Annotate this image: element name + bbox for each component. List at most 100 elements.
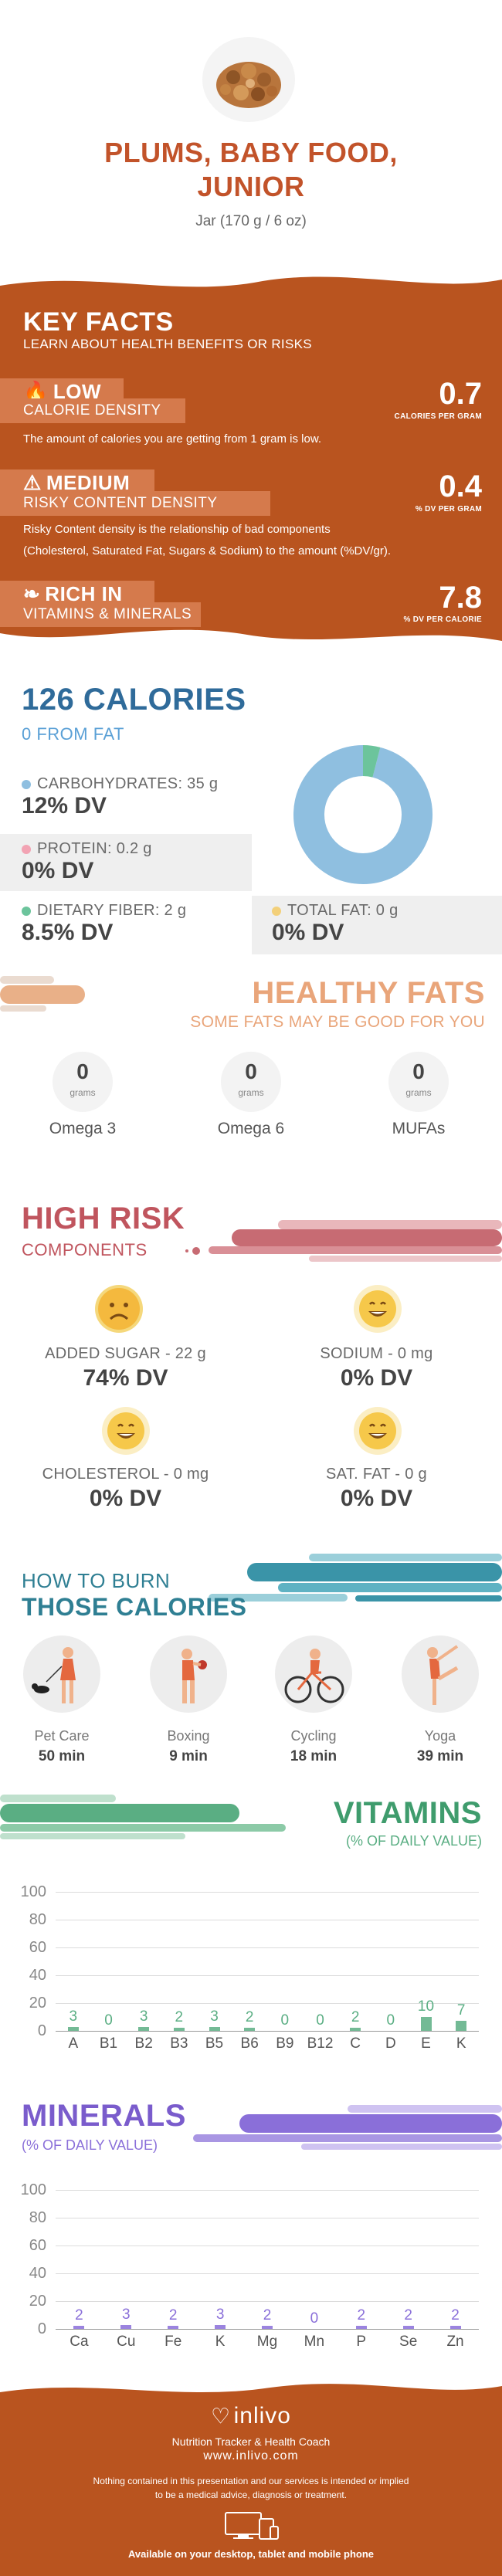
cycling-circle	[275, 1635, 352, 1713]
vitamin-value-label: 7	[456, 2002, 466, 2019]
vitamin-gridline	[56, 1947, 479, 1948]
serving-size: Jar (170 g / 6 oz)	[195, 213, 307, 229]
mineral-bar	[355, 2326, 367, 2329]
mineral-category-label: Mn	[304, 2334, 325, 2350]
mineral-ytick-label: 20	[29, 2293, 46, 2310]
high-risk-title: HIGH RISK	[22, 1202, 185, 1235]
leaf-icon: ❧	[23, 581, 41, 605]
donut-fiber-slice	[362, 745, 381, 778]
vitamin-value-label: 2	[351, 2009, 360, 2026]
sat-fat-label: SAT. FAT - 0 g	[326, 1466, 427, 1483]
omega3-name: Omega 3	[49, 1120, 117, 1137]
protein-dv: 0% DV	[22, 858, 94, 883]
mineral-bar	[168, 2326, 179, 2329]
vitamin-bar	[420, 2017, 432, 2031]
mineral-value-label: 0	[310, 2310, 319, 2327]
vitamin-value-label: 3	[210, 2008, 219, 2025]
healthy-fats-subtitle: SOME FATS MAY BE GOOD FOR YOU	[190, 1013, 485, 1031]
added-sugar-dv: 74% DV	[83, 1365, 168, 1391]
yoga-circle	[402, 1635, 479, 1713]
rich-level: RICH IN	[45, 581, 123, 605]
yoga-minutes: 39 min	[416, 1748, 464, 1764]
disclaimer-line-1: Nothing contained in this presentation a…	[93, 2476, 409, 2486]
risky-desc-line-2: (Cholesterol, Saturated Fat, Sugars & So…	[23, 544, 392, 558]
fiber-label: DIETARY FIBER: 2 g	[37, 902, 187, 919]
carbs-dv: 12% DV	[22, 793, 107, 819]
footer-logo: ♡ inlivo	[0, 2403, 502, 2429]
mineral-value-label: 2	[357, 2307, 366, 2324]
vitamin-gridline	[56, 2003, 479, 2004]
sodium-face	[354, 1285, 402, 1333]
devices-icon	[225, 2512, 279, 2540]
rich-value: 7.8	[439, 581, 482, 615]
mineral-value-label: 3	[122, 2306, 131, 2323]
footer-url[interactable]: www.inlivo.com	[203, 2449, 299, 2462]
mineral-bar	[449, 2326, 461, 2329]
footer-disclaimer: Nothing contained in this presentation a…	[0, 2474, 502, 2502]
vitamin-category-label: B6	[240, 2035, 259, 2052]
fat-dv: 0% DV	[272, 920, 344, 945]
omega3-circle	[53, 1052, 113, 1112]
risky-density-unit: % DV PER GRAM	[415, 505, 482, 514]
mineral-bar	[262, 2326, 273, 2329]
vitamin-value-label: 3	[139, 2008, 148, 2025]
cycling-label: Cycling	[290, 1728, 337, 1744]
vitamin-category-label: B12	[307, 2035, 334, 2052]
vitamins-deco	[0, 1795, 286, 1839]
calorie-density-desc: The amount of calories you are getting f…	[23, 432, 322, 446]
protein-box	[0, 834, 252, 891]
risky-density-desc: Risky Content density is the relationshi…	[23, 519, 391, 562]
vitamin-ytick-label: 20	[29, 1995, 46, 2012]
from-fat: 0 FROM FAT	[22, 724, 124, 744]
key-facts-background	[0, 276, 502, 641]
mineral-gridline	[56, 2301, 479, 2302]
footer-background	[0, 2384, 502, 2576]
mineral-value-label: 2	[451, 2307, 460, 2324]
healthy-fats-deco	[0, 976, 85, 1012]
high-risk-subtitle: COMPONENTS	[22, 1240, 148, 1259]
cholesterol-dv: 0% DV	[89, 1486, 162, 1511]
carbs-dot-icon	[22, 779, 31, 789]
boxing-circle	[150, 1635, 227, 1713]
sodium-dv: 0% DV	[340, 1365, 413, 1391]
high-risk-deco	[185, 1220, 502, 1262]
mineral-bar	[215, 2324, 226, 2329]
mineral-ytick-label: 40	[29, 2265, 46, 2282]
fiber-dot-icon	[22, 906, 31, 916]
boxing-icon	[181, 1649, 207, 1703]
pet-care-minutes: 50 min	[38, 1748, 86, 1764]
vitamins-subtitle: (% OF DAILY VALUE)	[345, 1833, 482, 1849]
omega6-unit: grams	[238, 1087, 264, 1098]
omega3-value: 0	[76, 1059, 89, 1083]
mineral-category-label: Zn	[446, 2334, 464, 2350]
vitamin-ytick-label: 60	[29, 1939, 46, 1956]
burn-title-line-1: HOW TO BURN	[22, 1569, 171, 1592]
vitamin-category-label: B3	[170, 2035, 188, 2052]
vitamin-bar	[350, 2028, 361, 2031]
vitamin-category-label: K	[456, 2035, 466, 2052]
boxing-minutes: 9 min	[169, 1748, 208, 1764]
yoga-icon	[427, 1645, 459, 1705]
vitamin-category-label: E	[421, 2035, 431, 2052]
risky-level: MEDIUM	[46, 470, 131, 494]
mineral-category-label: Cu	[117, 2334, 136, 2350]
cycling-icon	[284, 1649, 344, 1703]
mineral-ytick-label: 0	[37, 2320, 46, 2337]
risky-density-label: RISKY CONTENT DENSITY	[0, 491, 270, 516]
key-facts-subtitle: LEARN ABOUT HEALTH BENEFITS OR RISKS	[23, 337, 312, 351]
mineral-gridline	[56, 2329, 479, 2330]
protein-label: PROTEIN: 0.2 g	[37, 840, 152, 857]
cholesterol-label: CHOLESTEROL - 0 mg	[42, 1466, 209, 1483]
rich-unit: % DV PER CALORIE	[403, 615, 482, 624]
mineral-category-label: Se	[399, 2334, 418, 2350]
minerals-subtitle: (% OF DAILY VALUE)	[22, 2137, 158, 2153]
omega6-value: 0	[245, 1059, 257, 1083]
vitamin-value-label: 0	[316, 2012, 324, 2029]
heart-logo-icon: ♡	[211, 2404, 231, 2429]
fat-label: TOTAL FAT: 0 g	[287, 902, 399, 919]
added-sugar-label: ADDED SUGAR - 22 g	[45, 1345, 206, 1362]
mineral-category-label: K	[215, 2334, 226, 2350]
mufas-unit: grams	[405, 1087, 432, 1098]
rich-label: VITAMINS & MINERALS	[0, 602, 201, 627]
carbs-block: CARBOHYDRATES: 35 g 12% DV	[22, 775, 218, 819]
